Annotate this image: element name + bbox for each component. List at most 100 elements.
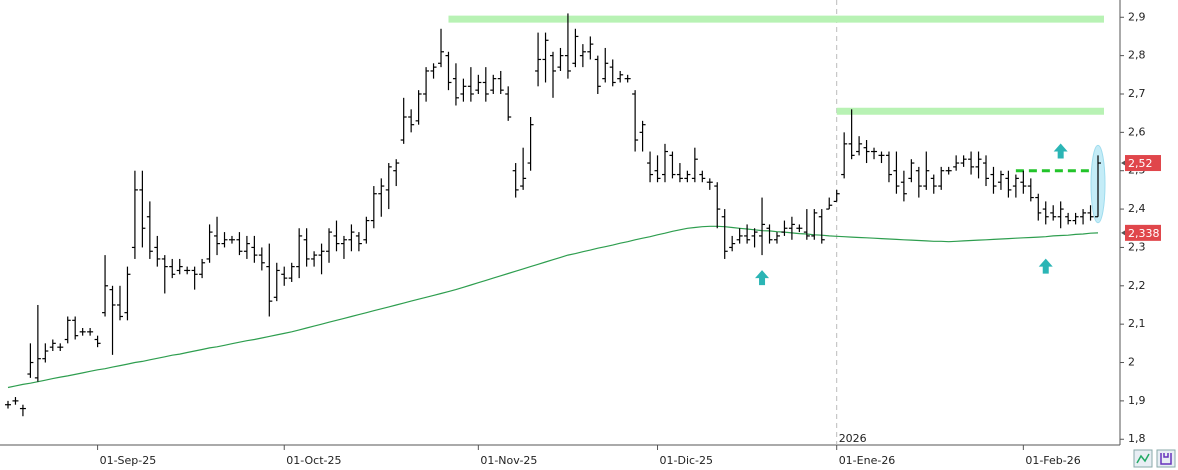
ohlc-bar [639,120,646,152]
ohlc-bar [5,400,11,409]
ohlc-bar [1027,178,1034,202]
button-save-icon [1160,453,1172,465]
ohlc-bar [72,316,79,340]
ohlc-bar [527,117,534,171]
ohlc-bar [945,166,952,175]
ohlc-bar [647,151,654,183]
ohlc-bar [990,166,997,194]
ohlc-bar [676,163,683,183]
ohlc-bar [930,174,937,194]
ohlc-bar [654,155,661,183]
ohlc-bar [968,151,975,175]
ohlc-bar [661,143,668,183]
y-tick-label: 2,6 [1128,125,1146,138]
ohlc-bar [497,70,504,94]
moving-average [7,225,1099,389]
ohlc-bar [960,155,967,167]
ohlc-bar [908,159,915,183]
y-tick-label: 2,3 [1128,240,1146,253]
y-tick-label: 2,9 [1128,10,1146,23]
ohlc-bar [579,44,586,68]
ohlc-bar [482,67,489,102]
ohlc-bar [296,228,303,279]
ohlc-bar [400,97,407,144]
ohlc-bar [893,151,900,194]
ohlc-bar [221,232,228,248]
ohlc-bar [452,63,459,106]
ohlc-bar [751,228,758,248]
ohlc-bar [856,136,863,156]
ohlc-bar [333,220,340,252]
y-tick-label: 2,7 [1128,87,1146,100]
toolbar [1133,449,1176,468]
ohlc-bar [34,304,41,382]
ohlc-bar [1050,205,1057,221]
ohlc-bar [355,232,362,252]
x-tick-label: 01-Nov-25 [480,454,537,467]
ohlc-bar [871,147,878,160]
ohlc-bar [729,235,736,252]
ohlc-bar [811,209,818,240]
ohlc-bar [184,266,191,275]
ohlc-bar [617,70,624,83]
ohlc-bar [997,170,1004,190]
ohlc-bar [169,258,176,279]
ohlc-bar [423,67,430,102]
ohlc-bar [759,197,766,256]
ohlc-bar [691,147,698,183]
ohlc-bar [370,186,377,229]
ohlc-bar [572,28,579,68]
ohlc-bar [348,224,355,252]
ohlc-bar [520,147,527,190]
ohlc-bar [699,170,706,183]
ohlc-bar [131,170,138,259]
ohlc-bar [430,63,437,79]
ohlc-bar [550,51,556,98]
last_close-pointer [1121,160,1126,167]
ohlc-bar [1042,201,1049,225]
ohlc-bar [706,178,713,190]
ohlc-bar [124,266,131,321]
ohlc-bar [79,327,86,336]
ohlc-bar [146,201,153,259]
ohlc-bar [214,216,221,256]
ohlc-bar [983,155,990,187]
ohlc-bar [311,251,318,267]
ohlc-bar [1080,209,1087,225]
ohlc-bar [467,67,474,102]
ohlc-bar [609,59,616,87]
ohlc-bar [258,247,265,271]
ohlc-bar [803,209,810,240]
ohlc-bar [505,86,512,121]
y-tick-label: 1,8 [1128,432,1146,445]
ohlc-bar [684,170,691,183]
ohlc-bar [64,316,71,344]
ohlc-bar [624,74,631,83]
ohlc-bar [460,78,467,102]
ohlc-bar [94,335,101,348]
ohlc-bar [340,235,347,259]
ohlc-bar [303,228,310,267]
last-close-label: 2,52 [1128,157,1153,170]
ohlc-bar [878,151,885,164]
ohlc-bar [512,163,519,198]
ohlc-bar [19,404,26,417]
ohlc-bar [714,182,721,229]
ohlc-bar [408,109,415,133]
ohlc-bar [885,151,892,183]
ohlc-bar [176,258,183,275]
ohlc-bar [788,216,795,240]
ohlc-bar [766,224,773,244]
signal-arrow [1053,143,1068,159]
ohlc-bar [251,235,258,263]
ohlc-bar [833,189,840,203]
y-tick-label: 1,9 [1128,394,1146,407]
ohlc-bar [736,228,743,244]
ohlc-bar [243,235,250,259]
ohlc-bar [415,90,422,125]
ohlc-bar [116,285,123,321]
ohlc-bar [744,224,751,244]
y-tick-label: 2,4 [1128,202,1146,215]
signal-arrow [1038,258,1053,274]
